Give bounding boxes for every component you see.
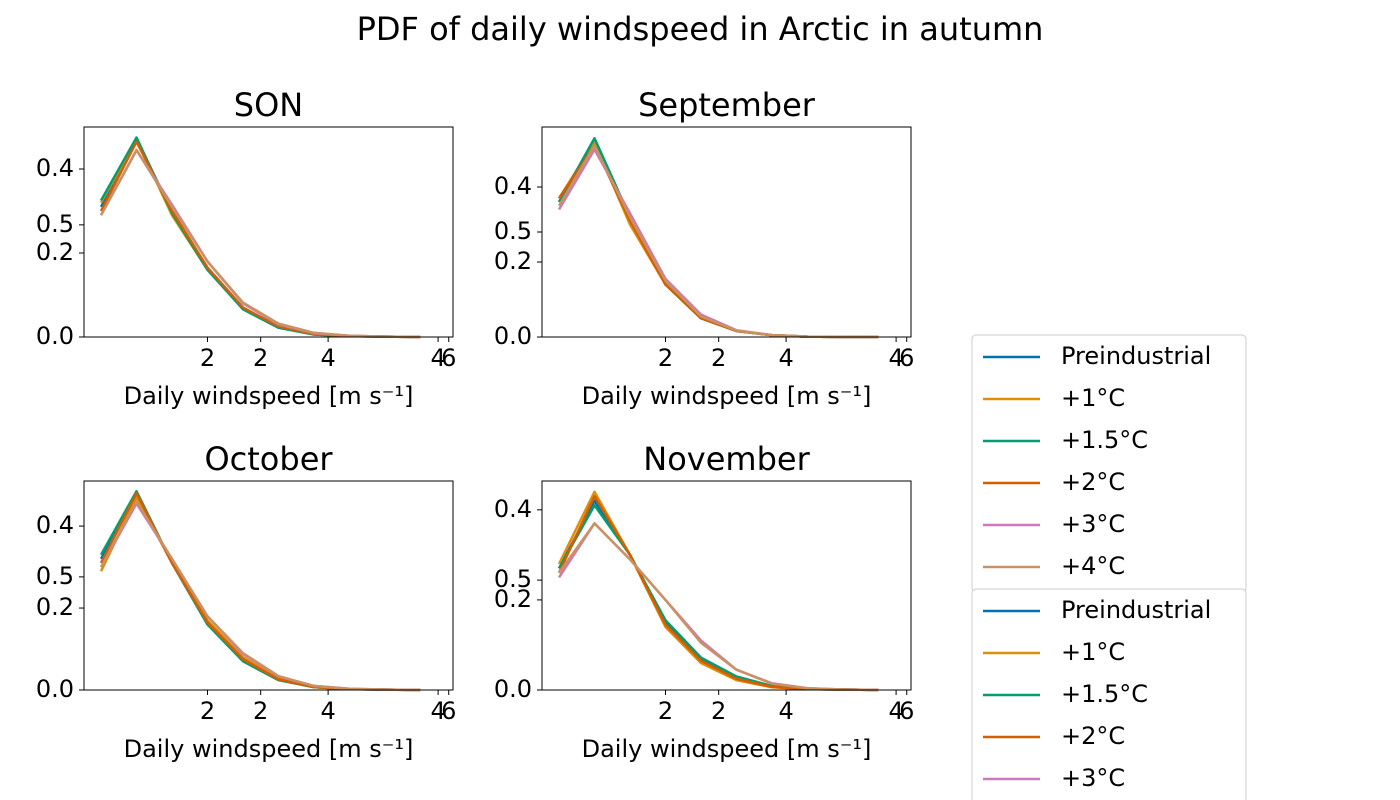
- x-tick-label: 4: [320, 344, 335, 372]
- y-tick-label: 0.0: [36, 675, 74, 703]
- legend-label: Preindustrial: [1061, 342, 1211, 370]
- subplot-title: October: [204, 440, 333, 478]
- x-axis-label: Daily windspeed [m s⁻¹]: [582, 382, 872, 410]
- y-tick-label: 0.0: [494, 675, 532, 703]
- y-tick-label: 0.0: [494, 322, 532, 350]
- series-line: [558, 522, 879, 692]
- legend-label: +2°C: [1061, 722, 1125, 750]
- legend-label: +1.5°C: [1061, 680, 1148, 708]
- y-tick-label: 0.2: [494, 247, 532, 275]
- x-tick-label: 2: [711, 344, 726, 372]
- y-tick-label: 0.0: [36, 322, 74, 350]
- x-tick-label: 6: [441, 697, 456, 725]
- x-tick-label: 4: [430, 344, 445, 372]
- y-tick-label: 0.2: [36, 238, 74, 266]
- legend-label: Preindustrial: [1061, 596, 1211, 624]
- x-tick-label: 4: [320, 697, 335, 725]
- y-tick-label: 0.4: [494, 172, 532, 200]
- plot-frame: [83, 126, 454, 338]
- x-tick-label: 2: [200, 697, 215, 725]
- x-tick-label: 2: [658, 697, 673, 725]
- x-tick-label: 2: [658, 344, 673, 372]
- series-line: [99, 148, 421, 339]
- y-tick-label: 0.5: [36, 210, 74, 238]
- plot-frame: [541, 480, 912, 691]
- x-axis-label: Daily windspeed [m s⁻¹]: [124, 735, 414, 763]
- y-tick-label: 0.4: [36, 511, 74, 539]
- x-tick-label: 6: [899, 344, 914, 372]
- x-tick-label: 4: [778, 344, 793, 372]
- x-tick-label: 6: [899, 697, 914, 725]
- y-tick-label: 0.2: [36, 593, 74, 621]
- plot-frame: [83, 480, 454, 691]
- legend-label: +4°C: [1061, 552, 1125, 580]
- subplot-title: SON: [234, 86, 303, 124]
- x-tick-label: 4: [888, 697, 903, 725]
- x-tick-label: 2: [253, 344, 268, 372]
- legend-label: +1.5°C: [1061, 426, 1148, 454]
- x-tick-label: 4: [888, 344, 903, 372]
- x-tick-label: 2: [200, 344, 215, 372]
- series-line: [99, 500, 421, 692]
- legend-label: +2°C: [1061, 468, 1125, 496]
- x-tick-label: 6: [441, 344, 456, 372]
- figure-title: PDF of daily windspeed in Arctic in autu…: [357, 10, 1044, 48]
- y-tick-label: 0.5: [36, 562, 74, 590]
- subplot-title: November: [643, 440, 810, 478]
- x-axis-label: Daily windspeed [m s⁻¹]: [582, 735, 872, 763]
- x-axis-label: Daily windspeed [m s⁻¹]: [124, 382, 414, 410]
- legend-label: +3°C: [1061, 510, 1125, 538]
- legend-label: +3°C: [1061, 764, 1125, 792]
- legend-label: +1°C: [1061, 638, 1125, 666]
- y-tick-label: 0.2: [494, 585, 532, 613]
- y-tick-label: 0.5: [494, 565, 532, 593]
- y-tick-label: 0.4: [494, 495, 532, 523]
- x-tick-label: 4: [778, 697, 793, 725]
- y-tick-label: 0.4: [36, 154, 74, 182]
- x-tick-label: 4: [430, 697, 445, 725]
- legend-label: +1°C: [1061, 384, 1125, 412]
- x-tick-label: 2: [711, 697, 726, 725]
- x-tick-label: 2: [253, 697, 268, 725]
- plot-frame: [541, 126, 912, 338]
- subplot-title: September: [638, 86, 816, 124]
- y-tick-label: 0.5: [494, 217, 532, 245]
- legend-box: [971, 588, 1247, 800]
